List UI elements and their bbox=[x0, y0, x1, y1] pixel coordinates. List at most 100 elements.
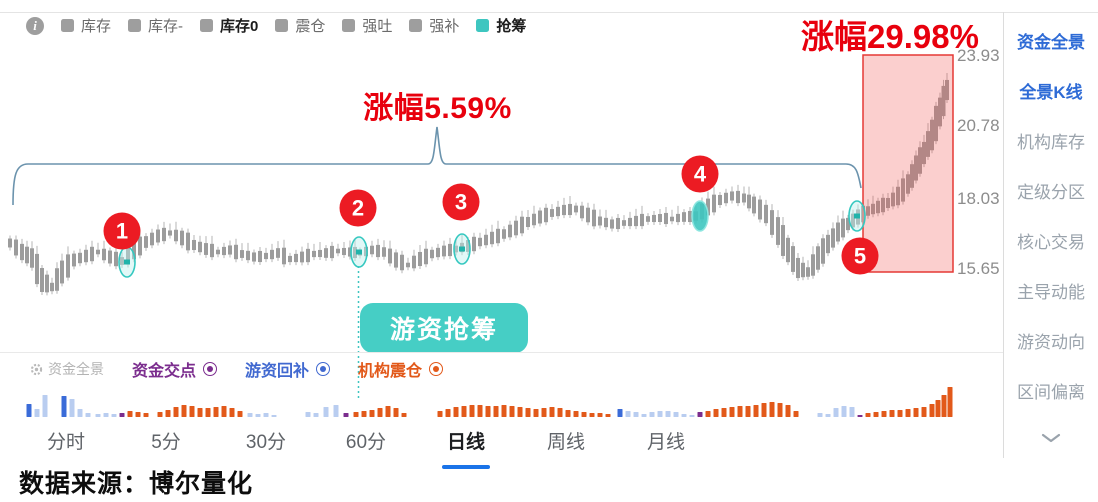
sidebar-item-5[interactable]: 核心交易 bbox=[1017, 233, 1085, 252]
volume-legend-item-2[interactable]: 游资回补 bbox=[245, 357, 331, 381]
candle-body bbox=[162, 227, 166, 242]
tab-分时[interactable]: 分时 bbox=[16, 427, 116, 469]
legend-item-2[interactable]: 库存- bbox=[128, 15, 183, 36]
sidebar-item-4[interactable]: 定级分区 bbox=[1017, 183, 1085, 202]
candle-body bbox=[484, 234, 488, 246]
candle-body bbox=[598, 216, 602, 226]
radio-icon[interactable] bbox=[203, 362, 218, 376]
candle-body bbox=[472, 236, 476, 252]
volume-bar bbox=[873, 412, 879, 417]
candle-body bbox=[610, 219, 614, 229]
radio-icon[interactable] bbox=[429, 362, 444, 376]
candle-body bbox=[786, 237, 790, 263]
volume-bar bbox=[761, 403, 767, 417]
candle-body bbox=[228, 245, 232, 255]
volume-bar bbox=[737, 406, 743, 417]
tab-月线[interactable]: 月线 bbox=[616, 427, 716, 469]
candle-body bbox=[306, 248, 310, 263]
volume-bar bbox=[189, 406, 195, 417]
candle-body bbox=[186, 232, 190, 251]
tab-60分[interactable]: 60分 bbox=[316, 427, 416, 469]
candle-body bbox=[526, 216, 530, 228]
volume-bar bbox=[313, 413, 319, 417]
candle-body bbox=[658, 214, 662, 222]
radio-icon[interactable] bbox=[316, 362, 331, 376]
candle-body bbox=[20, 243, 24, 261]
volume-bar bbox=[61, 396, 67, 417]
volume-bar bbox=[769, 402, 775, 417]
candle-body bbox=[294, 253, 298, 263]
candle-body bbox=[496, 228, 500, 244]
volume-bar bbox=[111, 414, 117, 417]
volume-bar bbox=[135, 412, 141, 417]
tab-5分[interactable]: 5分 bbox=[116, 427, 216, 469]
volume-bar bbox=[393, 408, 399, 417]
tab-underline bbox=[542, 465, 590, 469]
candle-body bbox=[914, 155, 918, 181]
legend-item-7[interactable]: 抢筹 bbox=[476, 15, 526, 36]
sidebar-item-2[interactable]: 全景K线 bbox=[1019, 83, 1083, 102]
volume-bar bbox=[665, 411, 671, 417]
volume-bar bbox=[605, 414, 611, 417]
tab-周线[interactable]: 周线 bbox=[516, 427, 616, 469]
candle-body bbox=[198, 241, 202, 253]
volume-bar bbox=[935, 400, 941, 417]
candle-body bbox=[544, 207, 548, 223]
volume-bar bbox=[641, 414, 647, 417]
volume-bar bbox=[143, 413, 149, 417]
legend-swatch bbox=[61, 19, 74, 32]
sidebar-item-7[interactable]: 游资动向 bbox=[1017, 333, 1085, 352]
volume-bar bbox=[681, 414, 687, 417]
volume-bar bbox=[485, 406, 491, 417]
candle-body bbox=[846, 217, 850, 231]
candle-body bbox=[192, 239, 196, 251]
volume-bar bbox=[857, 415, 863, 417]
candle-body bbox=[781, 225, 785, 256]
legend-item-5[interactable]: 强吐 bbox=[342, 15, 392, 36]
legend-item-3[interactable]: 库存0 bbox=[200, 15, 258, 36]
volume-bar bbox=[377, 408, 383, 417]
volume-legend-item-3[interactable]: 机构震仓 bbox=[358, 357, 444, 381]
legend-swatch bbox=[275, 19, 289, 32]
tab-日线[interactable]: 日线 bbox=[416, 427, 516, 469]
tab-30分[interactable]: 30分 bbox=[216, 427, 316, 469]
volume-bar bbox=[305, 412, 311, 417]
volume-bar bbox=[85, 413, 91, 417]
volume-bar bbox=[173, 407, 179, 417]
candle-body bbox=[934, 105, 938, 142]
candle-body bbox=[436, 247, 440, 258]
candle-body bbox=[270, 249, 274, 260]
candle-body bbox=[706, 198, 710, 216]
sidebar-item-1[interactable]: 资金全景 bbox=[1017, 33, 1085, 52]
legend-item-6[interactable]: 强补 bbox=[409, 15, 459, 36]
chevron-down-icon[interactable] bbox=[1041, 430, 1061, 448]
candle-body bbox=[604, 217, 608, 228]
candle-body bbox=[102, 248, 106, 261]
volume-legend-item-1[interactable]: 资金交点 bbox=[132, 357, 218, 381]
candle-body bbox=[831, 228, 835, 248]
sidebar-divider bbox=[1003, 12, 1004, 458]
info-icon[interactable]: i bbox=[26, 16, 44, 35]
sidebar-item-3[interactable]: 机构库存 bbox=[1017, 133, 1085, 152]
volume-bar bbox=[469, 405, 475, 417]
volume-bar bbox=[753, 405, 759, 417]
legend-item-4[interactable]: 震仓 bbox=[275, 15, 325, 36]
legend-item-1[interactable]: 库存 bbox=[61, 15, 111, 36]
volume-legend: 资金全景 资金交点 游资回补 机构震仓 bbox=[30, 357, 444, 381]
candle-body bbox=[288, 255, 292, 263]
candle-body bbox=[276, 248, 280, 258]
candle-body bbox=[180, 230, 184, 246]
candle-body bbox=[72, 253, 76, 267]
candle-body bbox=[646, 216, 650, 222]
sidebar-item-6[interactable]: 主导动能 bbox=[1017, 283, 1085, 302]
volume-bar bbox=[565, 410, 571, 417]
candle-body bbox=[796, 257, 800, 279]
y-axis-tick: 18.03 bbox=[957, 189, 1000, 208]
candle-body bbox=[538, 210, 542, 224]
volume-bar bbox=[95, 414, 101, 417]
candle-body bbox=[851, 213, 855, 228]
sidebar-item-8[interactable]: 区间偏离 bbox=[1017, 383, 1085, 402]
y-axis-tick: 15.65 bbox=[957, 259, 1000, 278]
volume-bar bbox=[385, 406, 391, 417]
volume-legend-item-label: 资金交点 bbox=[132, 363, 197, 380]
